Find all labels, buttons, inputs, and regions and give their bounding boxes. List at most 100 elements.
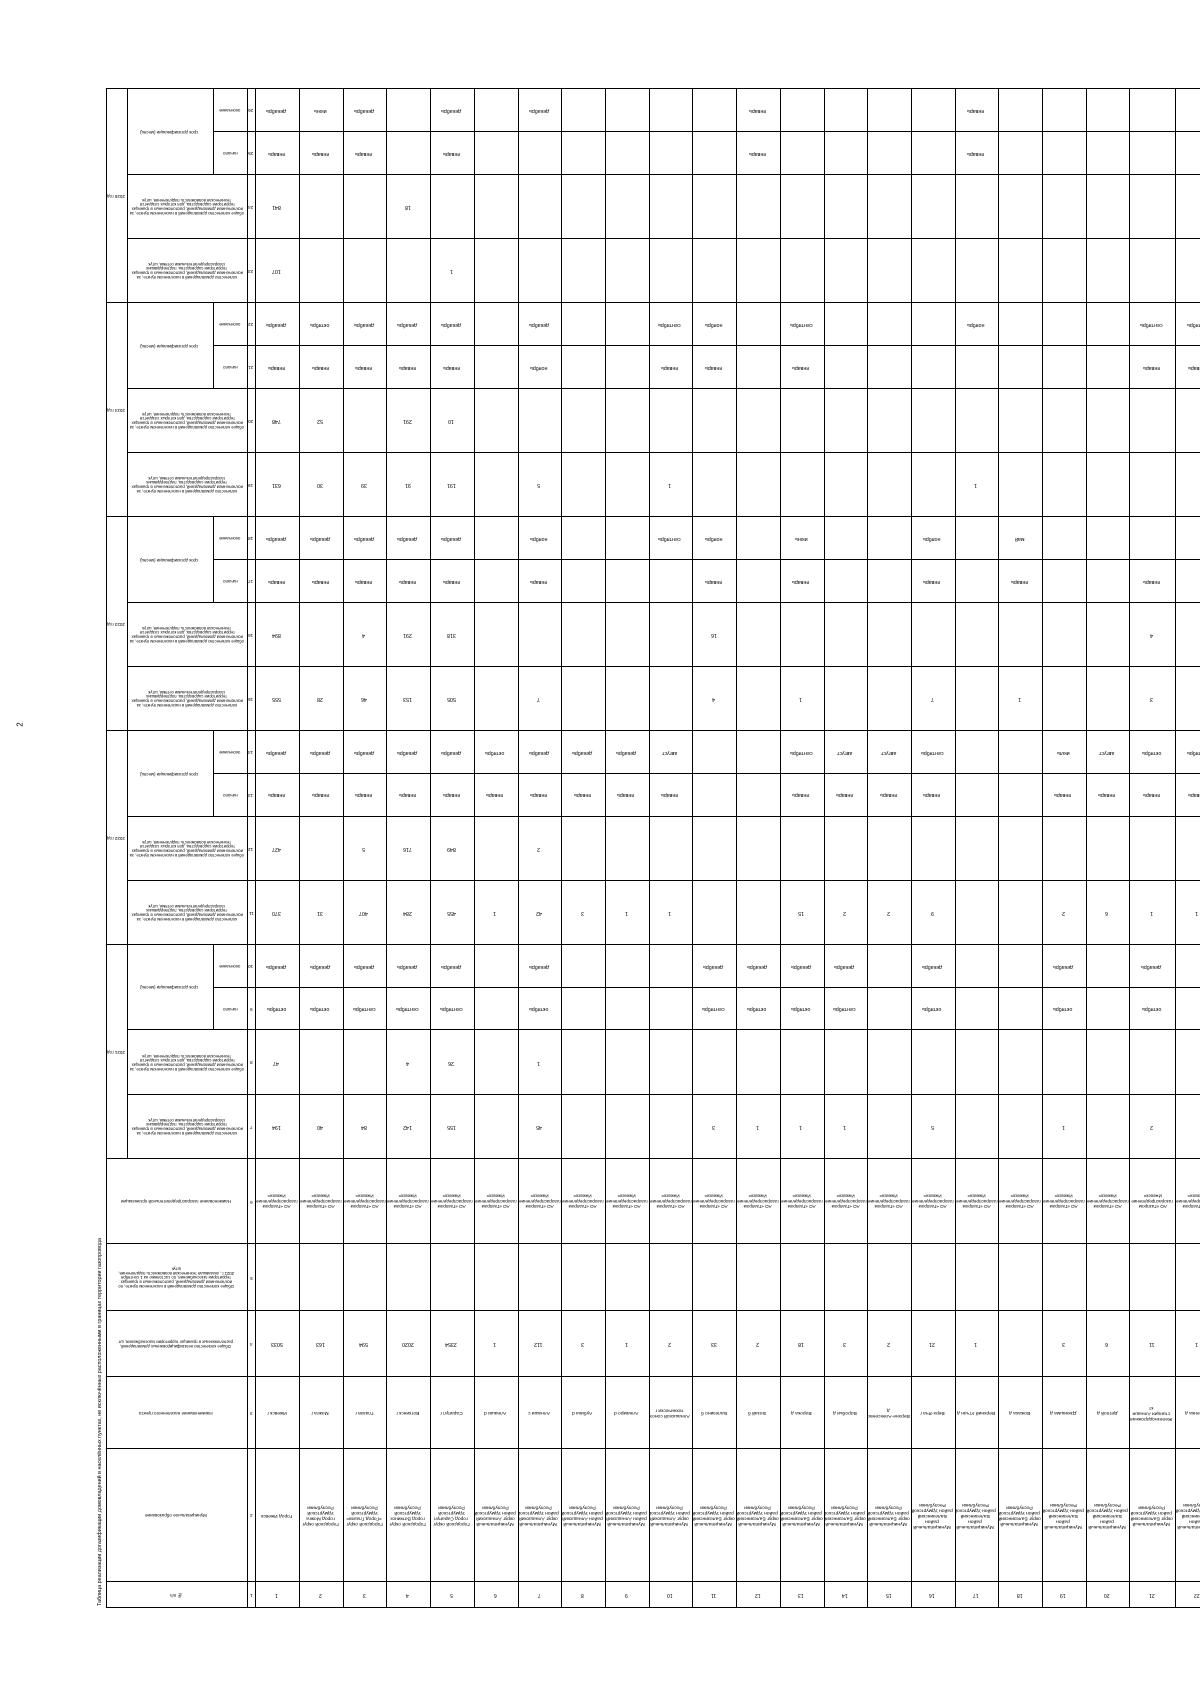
cell-2023-total (518, 602, 562, 667)
cell-2023-end: декабрь (430, 516, 475, 560)
cell-2024-total (343, 388, 387, 453)
cell-total: 2 (867, 1310, 912, 1377)
cell-2025-start (824, 131, 868, 175)
cell-gro: АО «Газпром газораспределение Ижевск» (736, 1158, 781, 1244)
th-2024-qty-points: количество домовладений в населенном пун… (127, 452, 248, 517)
cell-2022-total (1175, 816, 1200, 881)
cell-2022-qty: 2 (1042, 880, 1087, 945)
cell-2023-start: январь (343, 559, 387, 603)
cell-2022-start: январь (605, 773, 650, 817)
cell-2024-start: январь (255, 345, 300, 389)
cell-2023-start (649, 559, 693, 603)
cell-2021-end: декабрь (386, 944, 431, 988)
cell-total-sep (998, 1243, 1043, 1311)
cell-2022-qty: 1 (649, 880, 693, 945)
cell-2025-end (824, 88, 868, 132)
cell-2021-end: декабрь (299, 944, 344, 988)
cell-2024-total (474, 388, 519, 453)
cell-2024-start (911, 345, 956, 389)
cell-2024-total: 291 (386, 388, 431, 453)
cell-2025-start: январь (299, 131, 344, 175)
cell-2025-end (605, 88, 650, 132)
cell-2022-start (692, 773, 737, 817)
cell-2021-start (998, 987, 1043, 1030)
cell-2024-start (1042, 345, 1087, 389)
cell-2025-end: декабрь (343, 88, 387, 132)
cell-total-sep (780, 1243, 825, 1311)
cell-2025-start (518, 131, 562, 175)
th-2022-period: срок догазификации (месяц) (127, 730, 214, 817)
th-2023-start: начало (213, 559, 248, 603)
cell-2024-end: декабрь (386, 302, 431, 346)
cell-2023-total: 4 (1129, 602, 1176, 667)
cell-2024-end (1086, 302, 1130, 346)
cell-settlement: Воробьи д (824, 1376, 868, 1449)
cell-2024-qty: 30 (299, 452, 344, 517)
cell-2021-start (561, 987, 606, 1030)
cell-2022-total (299, 816, 344, 881)
cell-2021-total (911, 1029, 956, 1095)
cell-2025-qty (998, 238, 1043, 303)
cell-2024-qty: 39 (343, 452, 387, 517)
cell-total-sep (1042, 1243, 1087, 1311)
cell-2025-end (649, 88, 693, 132)
cell-2021-total (649, 1029, 693, 1095)
th-2021-period: срок догазификации (месяц) (127, 944, 214, 1030)
th-year-2022: 2022 год (106, 730, 128, 945)
cell-index: 20 (1086, 1581, 1130, 1608)
cell-2025-qty (736, 238, 781, 303)
table-row: 12 Муниципальный округ Балезинский район … (736, 88, 781, 1608)
cell-2025-start (561, 131, 606, 175)
cell-settlement: Вожаха д (998, 1376, 1043, 1449)
cell-total: 1 (605, 1310, 650, 1377)
cell-2022-start: январь (824, 773, 868, 817)
cell-total: 594 (343, 1310, 387, 1377)
cell-total-sep (474, 1243, 519, 1311)
cell-2025-total (1175, 174, 1200, 239)
cell-2023-total (955, 602, 999, 667)
cell-2023-total (649, 602, 693, 667)
cell-2021-total (955, 1029, 999, 1095)
cell-2025-total (649, 174, 693, 239)
cell-2023-end (1042, 516, 1087, 560)
cell-2025-end (1129, 88, 1176, 132)
cell-2022-total (911, 816, 956, 881)
cell-2024-total (911, 388, 956, 453)
cell-2025-start (649, 131, 693, 175)
cell-2024-start (605, 345, 650, 389)
cell-settlement: Ворока д (780, 1376, 825, 1449)
table-row: 2 Городской округ город Можга Удмуртской … (299, 88, 344, 1608)
cell-settlement: Алнашской соноэ-технически г (649, 1376, 693, 1449)
cell-settlement: Бозай б (736, 1376, 781, 1449)
cell-2023-total: 291 (386, 602, 431, 667)
cell-2022-total (867, 816, 912, 881)
cell-2021-qty (1086, 1094, 1130, 1159)
cell-total-sep (605, 1243, 650, 1311)
table-row: 4 Городской округ город Воткинск Удмуртск… (386, 88, 431, 1608)
cell-2021-total: 47 (255, 1029, 300, 1095)
cell-gro: АО «Газпром газораспределение Ижевск» (605, 1158, 650, 1244)
cell-2025-qty (1175, 238, 1200, 303)
cell-2025-end: декабрь (255, 88, 300, 132)
table-row: 19 Муниципальный район Балезинский район … (1042, 88, 1087, 1608)
cell-2021-end: декабрь (692, 944, 737, 988)
cell-2021-qty (561, 1094, 606, 1159)
cell-settlement: Каменка д (1175, 1376, 1200, 1449)
cell-2021-end: декабрь (780, 944, 825, 988)
table-body: 1 Город Ижевск Ижевск г 5033 АО «Газпром газ… (255, 88, 1200, 1608)
cell-2021-end: декабрь (343, 944, 387, 988)
cell-municipality: Городской округ город Можга Удмуртской Р… (299, 1448, 344, 1582)
cell-gro: АО «Газпром газораспределение Ижевск» (430, 1158, 475, 1244)
cell-2025-end: июнь (299, 88, 344, 132)
cell-2022-start: январь (343, 773, 387, 817)
cell-2024-start: январь (649, 345, 693, 389)
cell-total: 18 (780, 1310, 825, 1377)
cell-index: 11 (692, 1581, 737, 1608)
cell-2024-end: декабрь (255, 302, 300, 346)
cell-2022-qty: 284 (386, 880, 431, 945)
cell-settlement: Верх-Яча г (911, 1376, 956, 1449)
cell-2025-total (780, 174, 825, 239)
cell-total: 3 (1042, 1310, 1087, 1377)
col-number-26: 26 (247, 88, 256, 132)
cell-2024-total: 52 (299, 388, 344, 453)
